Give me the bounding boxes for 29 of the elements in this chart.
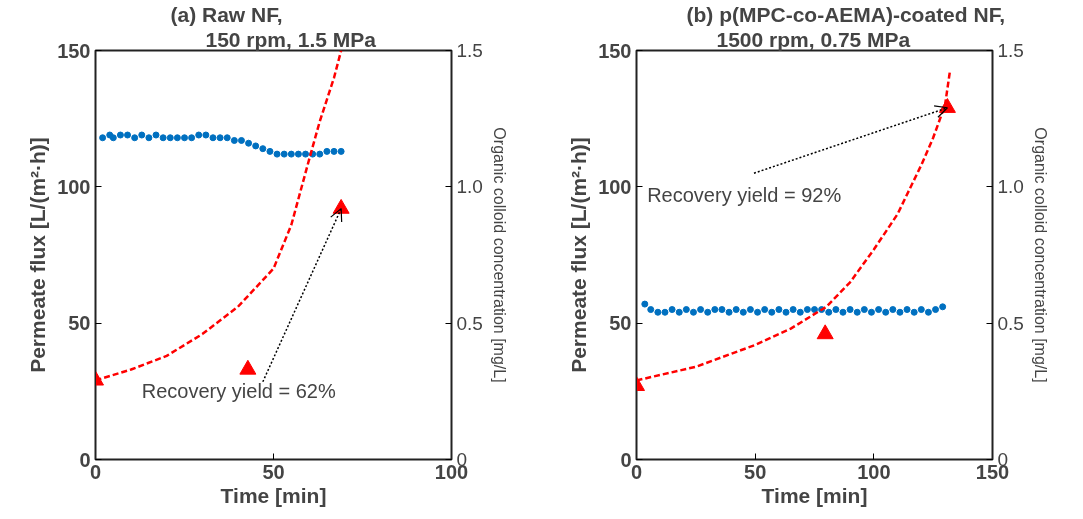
chart-subtitle: 150 rpm, 1.5 MPa <box>205 27 377 51</box>
x-axis-title: Time [min] <box>761 483 868 507</box>
annotation: Recovery yield = 62% <box>141 380 336 403</box>
x-tick-label: 50 <box>744 460 767 483</box>
x-axis-title: Time [min] <box>220 483 327 507</box>
y-tick-label: 150 <box>57 39 91 62</box>
y-tick-label: 50 <box>68 312 91 335</box>
y-tick-label: 50 <box>609 312 632 335</box>
y2-axis-title: Organic colloid concentration [mg/L] <box>490 127 508 383</box>
y2-tick-label: 1.5 <box>997 40 1024 61</box>
y-axis-title: Permeate flux [L/(m²·h)] <box>567 137 591 373</box>
chart-title: (b) p(MPC-co-AEMA)-coated NF, <box>686 2 1005 26</box>
y-tick-label: 100 <box>57 175 91 198</box>
x-tick-label: 100 <box>857 460 891 483</box>
y2-tick-label: 0.5 <box>997 312 1024 334</box>
x-tick-label: 50 <box>262 460 285 483</box>
y-axis-title: Permeate flux [L/(m²·h)] <box>26 137 50 373</box>
point <box>239 359 257 375</box>
y2-tick-label: 1.0 <box>456 176 483 198</box>
y-tick-label: 150 <box>598 39 632 62</box>
y2-axis-title: Organic colloid concentration [mg/L] <box>1031 127 1049 383</box>
annotation: Recovery yield = 92% <box>647 183 842 206</box>
chart-subtitle: 1500 rpm, 0.75 MPa <box>716 27 911 51</box>
y2-tick-label: 0.5 <box>456 312 483 334</box>
y2-tick-label: 1.5 <box>456 40 483 61</box>
chart-title: (a) Raw NF, <box>170 2 283 26</box>
point <box>816 324 834 340</box>
y2-tick-label: 1.0 <box>997 176 1024 198</box>
y-tick-label: 100 <box>598 175 632 198</box>
